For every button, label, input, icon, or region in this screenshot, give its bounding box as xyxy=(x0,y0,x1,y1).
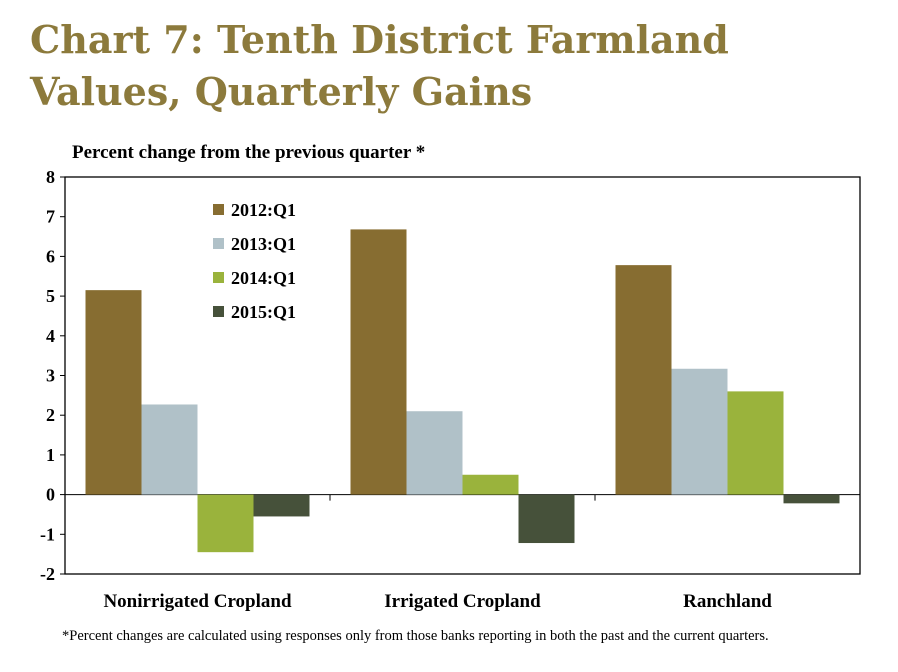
bar xyxy=(783,494,840,504)
y-axis-label: Percent change from the previous quarter… xyxy=(72,142,426,163)
bar xyxy=(727,391,784,495)
bar xyxy=(671,368,728,495)
bar xyxy=(518,494,575,544)
y-tick-label: -2 xyxy=(40,564,55,584)
legend-label: 2013:Q1 xyxy=(231,234,296,254)
legend-label: 2014:Q1 xyxy=(231,268,296,288)
y-tick-label: 1 xyxy=(46,445,55,465)
legend-swatch xyxy=(213,306,224,317)
plot-frame xyxy=(64,176,861,575)
chart-title: Chart 7: Tenth District Farmland Values,… xyxy=(30,17,729,114)
legend-swatch xyxy=(213,204,224,215)
y-tick-label: -1 xyxy=(40,524,55,544)
legend-swatch xyxy=(213,238,224,249)
bar xyxy=(253,494,310,517)
x-category-label: Nonirrigated Cropland xyxy=(103,591,292,612)
y-tick-label: 5 xyxy=(46,286,55,306)
bar xyxy=(197,494,254,553)
bar xyxy=(350,229,407,495)
y-tick-label: 7 xyxy=(46,207,55,227)
bar xyxy=(406,411,463,495)
legend-label: 2012:Q1 xyxy=(231,200,296,220)
bar xyxy=(462,474,519,495)
x-category-label: Ranchland xyxy=(683,591,772,612)
y-tick-label: 6 xyxy=(46,246,55,266)
bar xyxy=(141,404,198,495)
footnote: *Percent changes are calculated using re… xyxy=(62,628,769,644)
legend-label: 2015:Q1 xyxy=(231,302,296,322)
legend-swatch xyxy=(213,272,224,283)
y-tick-label: 0 xyxy=(46,485,55,505)
bar xyxy=(85,290,142,495)
bar xyxy=(615,265,672,495)
x-category-label: Irrigated Cropland xyxy=(384,591,541,612)
y-tick-label: 2 xyxy=(46,405,55,425)
y-tick-label: 8 xyxy=(46,167,55,187)
y-tick-label: 4 xyxy=(46,326,55,346)
y-tick-label: 3 xyxy=(46,366,55,386)
